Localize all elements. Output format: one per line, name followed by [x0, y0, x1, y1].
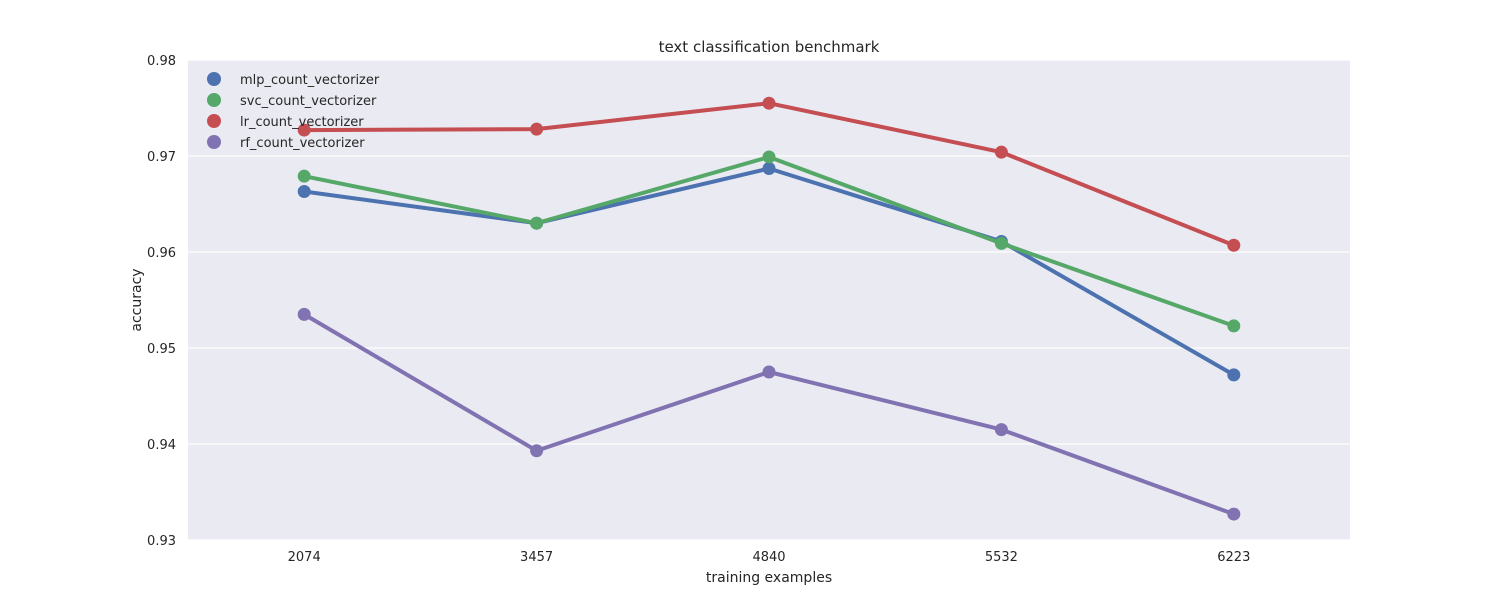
x-tick-label: 6223	[1217, 550, 1250, 565]
legend-item: mlp_count_vectorizer	[207, 72, 380, 88]
y-tick-label: 0.93	[147, 534, 176, 549]
data-point	[530, 122, 544, 136]
series-rf_count_vectorizer	[297, 307, 1241, 521]
x-tick-label: 2074	[288, 550, 321, 565]
series-svc_count_vectorizer	[297, 150, 1241, 333]
data-point	[762, 161, 776, 175]
legend-marker	[207, 93, 221, 107]
data-point	[530, 216, 544, 230]
data-point	[1227, 319, 1241, 333]
legend: mlp_count_vectorizer svc_count_vectorizer…	[207, 72, 380, 151]
x-axis-label: training examples	[706, 570, 832, 586]
legend-label: lr_count_vectorizer	[240, 115, 364, 130]
data-point	[762, 365, 776, 379]
data-point	[530, 444, 544, 458]
series-layer	[297, 96, 1241, 521]
legend-marker	[207, 135, 221, 149]
legend-label: mlp_count_vectorizer	[240, 73, 380, 88]
chart-title: text classification benchmark	[659, 38, 880, 56]
series-lr_count_vectorizer	[297, 96, 1241, 252]
legend-item: lr_count_vectorizer	[207, 114, 364, 130]
y-tick-label: 0.94	[147, 438, 176, 453]
legend-item: svc_count_vectorizer	[207, 93, 377, 109]
x-axis-ticks: 2074 3457 4840 5532 6223	[288, 550, 1251, 565]
data-point	[762, 150, 776, 164]
data-point	[297, 169, 311, 183]
data-point	[297, 185, 311, 199]
data-point	[1227, 507, 1241, 521]
y-tick-label: 0.96	[147, 246, 176, 261]
x-tick-label: 4840	[752, 550, 785, 565]
data-point	[762, 96, 776, 110]
y-axis-ticks: 0.93 0.94 0.95 0.96 0.97 0.98	[147, 54, 176, 549]
data-point	[297, 123, 311, 137]
data-point	[994, 145, 1008, 159]
legend-item: rf_count_vectorizer	[207, 135, 365, 151]
data-point	[994, 236, 1008, 250]
data-point	[994, 423, 1008, 437]
y-tick-label: 0.97	[147, 150, 176, 165]
y-axis-label: accuracy	[129, 268, 145, 331]
data-point	[1227, 238, 1241, 252]
x-tick-label: 5532	[985, 550, 1018, 565]
legend-label: svc_count_vectorizer	[240, 94, 377, 109]
y-tick-label: 0.95	[147, 342, 176, 357]
plot-area	[188, 60, 1350, 540]
legend-marker	[207, 72, 221, 86]
data-point	[297, 307, 311, 321]
legend-marker	[207, 114, 221, 128]
data-point	[1227, 368, 1241, 382]
legend-label: rf_count_vectorizer	[240, 136, 365, 151]
x-tick-label: 3457	[520, 550, 553, 565]
y-tick-label: 0.98	[147, 54, 176, 69]
